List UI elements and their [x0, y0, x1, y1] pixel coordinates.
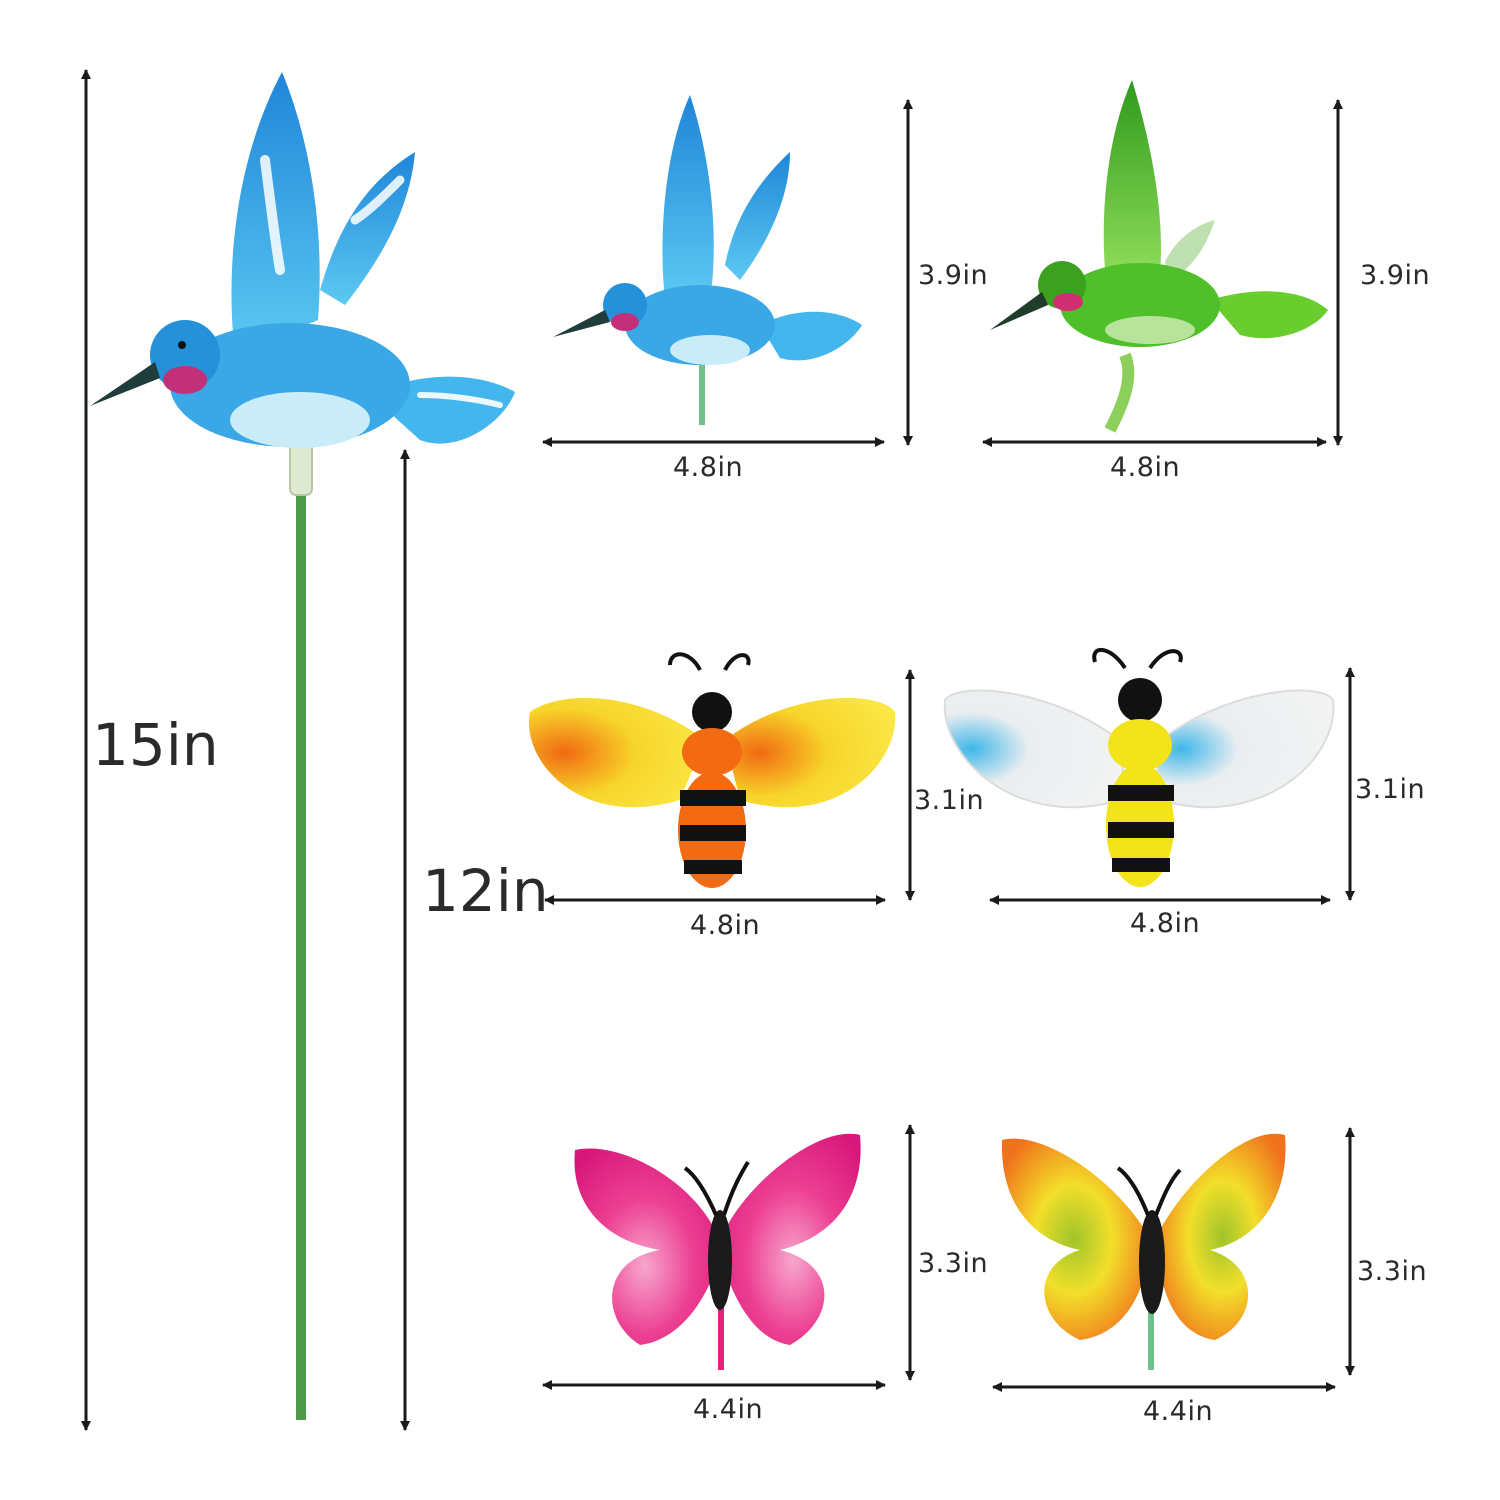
wing-cutout [260, 155, 285, 275]
butterfly-orange-width-label: 4.4in [1143, 1396, 1214, 1427]
bee-yellow [943, 647, 1335, 887]
throat [163, 366, 207, 394]
stake-height-label: 12in [422, 857, 549, 925]
belly [230, 392, 370, 448]
hummingbird-blue [553, 95, 862, 425]
back-wing [320, 152, 415, 305]
beak [90, 362, 160, 406]
stake-rod [296, 490, 306, 1420]
overall-height-label: 15in [92, 711, 219, 779]
hummingbird-blue-height-label: 3.9in [918, 260, 989, 291]
hummingbird-blue-width-label: 4.8in [673, 452, 744, 483]
tail-cutout [417, 392, 503, 408]
wing-cutout [350, 175, 405, 225]
butterfly-orange-height-label: 3.3in [1357, 1256, 1428, 1287]
stake-spring [289, 439, 313, 496]
butterfly-pink [574, 1133, 861, 1370]
hummingbird-green-height-label: 3.9in [1360, 260, 1431, 291]
butterfly-pink-width-label: 4.4in [693, 1394, 764, 1425]
bee-yellow-height-label: 3.1in [1355, 774, 1426, 805]
hummingbird-green-width-label: 4.8in [1110, 452, 1181, 483]
butterfly-orange [1001, 1133, 1286, 1370]
bee-orange [528, 652, 896, 888]
hummingbird-green [990, 80, 1328, 433]
hummingbird-stake-large [90, 72, 515, 1420]
eye [178, 341, 186, 349]
butterfly-pink-height-label: 3.3in [918, 1248, 989, 1279]
bee-yellow-width-label: 4.8in [1130, 908, 1201, 939]
bee-orange-height-label: 3.1in [914, 785, 985, 816]
bee-orange-width-label: 4.8in [690, 910, 761, 941]
